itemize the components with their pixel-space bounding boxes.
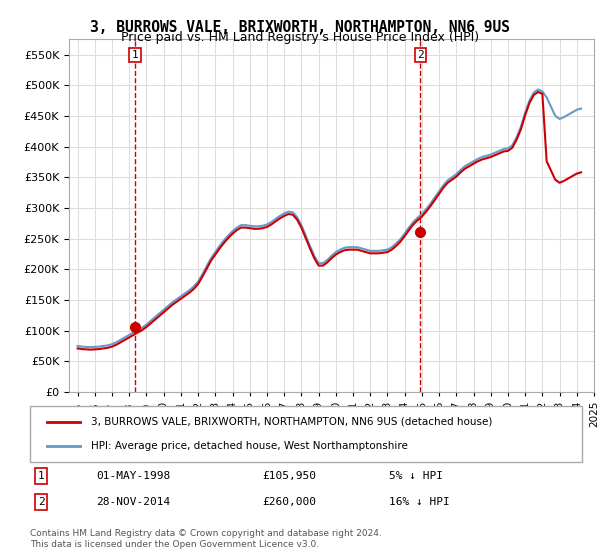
Text: 3, BURROWS VALE, BRIXWORTH, NORTHAMPTON, NN6 9US: 3, BURROWS VALE, BRIXWORTH, NORTHAMPTON,… xyxy=(90,20,510,35)
Text: HPI: Average price, detached house, West Northamptonshire: HPI: Average price, detached house, West… xyxy=(91,441,407,451)
FancyBboxPatch shape xyxy=(30,406,582,462)
Text: 01-MAY-1998: 01-MAY-1998 xyxy=(96,471,170,481)
Text: Contains HM Land Registry data © Crown copyright and database right 2024.
This d: Contains HM Land Registry data © Crown c… xyxy=(30,529,382,549)
Text: 1: 1 xyxy=(131,50,139,60)
Text: Price paid vs. HM Land Registry's House Price Index (HPI): Price paid vs. HM Land Registry's House … xyxy=(121,31,479,44)
Text: 16% ↓ HPI: 16% ↓ HPI xyxy=(389,497,449,507)
Text: 5% ↓ HPI: 5% ↓ HPI xyxy=(389,471,443,481)
Text: 28-NOV-2014: 28-NOV-2014 xyxy=(96,497,170,507)
Text: 3, BURROWS VALE, BRIXWORTH, NORTHAMPTON, NN6 9US (detached house): 3, BURROWS VALE, BRIXWORTH, NORTHAMPTON,… xyxy=(91,417,492,427)
Text: £105,950: £105,950 xyxy=(262,471,316,481)
Text: £260,000: £260,000 xyxy=(262,497,316,507)
Text: 2: 2 xyxy=(38,497,44,507)
Text: 1: 1 xyxy=(38,471,44,481)
Text: 2: 2 xyxy=(417,50,424,60)
